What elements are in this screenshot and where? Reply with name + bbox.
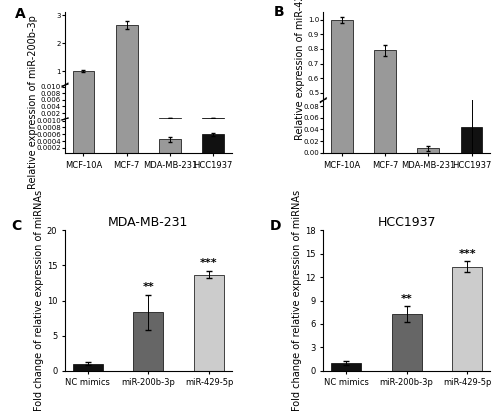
Text: C: C xyxy=(12,219,22,233)
Bar xyxy=(331,0,352,153)
Bar xyxy=(461,126,482,153)
Bar xyxy=(418,148,439,153)
Bar xyxy=(331,363,361,371)
Text: **: ** xyxy=(142,282,154,292)
Bar xyxy=(392,314,422,371)
Title: MDA-MB-231: MDA-MB-231 xyxy=(108,216,188,229)
Bar xyxy=(452,267,482,371)
Title: HCC1937: HCC1937 xyxy=(378,216,436,229)
Y-axis label: Fold change of relative expression of miRNAs: Fold change of relative expression of mi… xyxy=(34,190,44,411)
Bar xyxy=(72,0,94,154)
Bar xyxy=(116,0,138,154)
Bar xyxy=(374,50,396,166)
Bar xyxy=(374,0,396,153)
Bar xyxy=(133,312,164,371)
Text: D: D xyxy=(270,219,281,233)
Bar xyxy=(461,159,482,166)
Y-axis label: Fold change of relative expression of miRNAs: Fold change of relative expression of mi… xyxy=(292,190,302,411)
Bar xyxy=(331,20,352,166)
Y-axis label: Relative expression of miR-200b-3p: Relative expression of miR-200b-3p xyxy=(28,15,38,189)
Y-axis label: Relative expression of miR-429-5p: Relative expression of miR-429-5p xyxy=(295,0,305,140)
Bar xyxy=(159,139,181,154)
Bar xyxy=(202,134,224,154)
Text: ***: *** xyxy=(200,258,218,268)
Text: **: ** xyxy=(401,294,412,304)
Bar xyxy=(202,118,224,119)
Bar xyxy=(116,0,138,119)
Bar xyxy=(159,118,181,119)
Bar xyxy=(116,25,138,99)
Text: B: B xyxy=(274,5,284,19)
Bar xyxy=(72,71,94,99)
Text: A: A xyxy=(15,7,26,21)
Bar xyxy=(72,0,94,119)
Text: ***: *** xyxy=(458,249,476,259)
Bar xyxy=(418,165,439,166)
Bar xyxy=(194,274,224,371)
Bar xyxy=(72,364,103,371)
